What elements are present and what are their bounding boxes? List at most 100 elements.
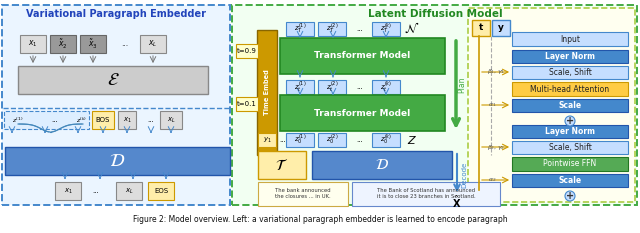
FancyBboxPatch shape — [512, 50, 628, 63]
Text: t: t — [479, 24, 483, 32]
Text: ...: ... — [52, 117, 58, 123]
FancyBboxPatch shape — [512, 32, 628, 46]
Text: $\mathcal{T}$: $\mathcal{T}$ — [275, 158, 289, 172]
Text: $z_t^{(2)}$: $z_t^{(2)}$ — [326, 79, 339, 95]
FancyBboxPatch shape — [20, 35, 46, 53]
FancyBboxPatch shape — [140, 35, 166, 53]
Text: ...: ... — [356, 137, 364, 143]
Text: $z^{(k)}$: $z^{(k)}$ — [76, 115, 88, 125]
Text: Transformer Model: Transformer Model — [314, 109, 410, 117]
Text: $\alpha_1$: $\alpha_1$ — [488, 101, 496, 109]
Text: $y_1$: $y_1$ — [262, 135, 271, 145]
FancyBboxPatch shape — [160, 111, 182, 129]
Text: $x_1$: $x_1$ — [122, 115, 131, 125]
FancyBboxPatch shape — [280, 38, 445, 74]
FancyBboxPatch shape — [257, 30, 277, 155]
FancyBboxPatch shape — [512, 174, 628, 187]
Text: ...: ... — [148, 117, 154, 123]
FancyBboxPatch shape — [318, 133, 346, 147]
FancyBboxPatch shape — [80, 35, 106, 53]
Text: ...: ... — [122, 40, 129, 48]
Text: The Bank of Scotland has announced: The Bank of Scotland has announced — [377, 188, 475, 192]
Text: Multi-head Attention: Multi-head Attention — [531, 85, 609, 93]
Circle shape — [565, 191, 575, 201]
Text: $z_0^{(k)}$: $z_0^{(k)}$ — [380, 133, 392, 147]
Text: $x_1$: $x_1$ — [28, 39, 38, 49]
Text: Latent Diffusion Model: Latent Diffusion Model — [368, 9, 502, 19]
Text: $z_0^{(2)}$: $z_0^{(2)}$ — [326, 133, 339, 147]
Text: $\beta_1,\gamma_1$: $\beta_1,\gamma_1$ — [487, 68, 505, 76]
FancyBboxPatch shape — [50, 35, 76, 53]
Text: $x_L$: $x_L$ — [125, 186, 133, 195]
Text: +: + — [566, 191, 574, 201]
Text: $\alpha_2$: $\alpha_2$ — [488, 176, 496, 184]
Text: $\beta_2,\gamma_2$: $\beta_2,\gamma_2$ — [487, 143, 505, 151]
Text: $z_T^{(k)}$: $z_T^{(k)}$ — [380, 22, 392, 36]
FancyBboxPatch shape — [4, 111, 89, 129]
Text: ...: ... — [356, 84, 364, 90]
FancyBboxPatch shape — [372, 80, 400, 94]
FancyBboxPatch shape — [148, 182, 174, 200]
FancyBboxPatch shape — [468, 8, 635, 202]
FancyBboxPatch shape — [118, 111, 136, 129]
FancyBboxPatch shape — [312, 151, 452, 179]
Text: $\mathcal{E}$: $\mathcal{E}$ — [107, 71, 120, 89]
FancyBboxPatch shape — [318, 80, 346, 94]
Text: $z_t^{(1)}$: $z_t^{(1)}$ — [294, 79, 307, 95]
Text: Decode: Decode — [461, 162, 467, 188]
FancyBboxPatch shape — [352, 182, 500, 206]
FancyBboxPatch shape — [512, 157, 628, 171]
Text: $\mathcal{D}$: $\mathcal{D}$ — [375, 158, 389, 172]
FancyBboxPatch shape — [372, 22, 400, 36]
FancyBboxPatch shape — [512, 66, 628, 79]
Text: ...: ... — [356, 26, 364, 32]
FancyBboxPatch shape — [318, 22, 346, 36]
FancyBboxPatch shape — [55, 182, 81, 200]
Text: $\tilde{x}_2$: $\tilde{x}_2$ — [58, 38, 68, 51]
Text: ...: ... — [93, 188, 99, 194]
FancyBboxPatch shape — [232, 5, 637, 205]
Text: Time Embed: Time Embed — [264, 70, 270, 115]
Text: Layer Norm: Layer Norm — [545, 127, 595, 136]
FancyBboxPatch shape — [5, 147, 230, 175]
FancyBboxPatch shape — [286, 80, 314, 94]
Text: Pointwise FFN: Pointwise FFN — [543, 160, 596, 168]
Text: t=0.9: t=0.9 — [237, 48, 257, 54]
Text: Scale: Scale — [559, 176, 582, 185]
FancyBboxPatch shape — [492, 20, 510, 36]
FancyBboxPatch shape — [258, 133, 276, 147]
FancyBboxPatch shape — [2, 5, 230, 205]
FancyBboxPatch shape — [512, 82, 628, 96]
FancyBboxPatch shape — [512, 141, 628, 154]
Text: $\tilde{x}_3$: $\tilde{x}_3$ — [88, 38, 98, 51]
Text: Scale, Shift: Scale, Shift — [548, 143, 591, 152]
Text: ...: ... — [280, 137, 286, 143]
Text: it is to close 23 branches in Scotland.: it is to close 23 branches in Scotland. — [377, 195, 476, 199]
FancyBboxPatch shape — [472, 20, 490, 36]
Text: $x_1$: $x_1$ — [63, 186, 72, 195]
Text: Transformer Model: Transformer Model — [314, 51, 410, 61]
Text: Scale, Shift: Scale, Shift — [548, 68, 591, 77]
Text: Layer Norm: Layer Norm — [545, 52, 595, 61]
Circle shape — [565, 116, 575, 126]
FancyBboxPatch shape — [258, 182, 348, 206]
Text: Variational Paragraph Embedder: Variational Paragraph Embedder — [26, 9, 206, 19]
Text: $z_T^{(1)}$: $z_T^{(1)}$ — [294, 22, 307, 36]
Text: Plan: Plan — [458, 77, 467, 93]
FancyBboxPatch shape — [236, 44, 258, 58]
FancyBboxPatch shape — [258, 151, 306, 179]
Text: t=0.1: t=0.1 — [237, 101, 257, 107]
FancyBboxPatch shape — [116, 182, 142, 200]
Text: $\mathcal{N}$: $\mathcal{N}$ — [404, 22, 420, 36]
Text: $Z$: $Z$ — [407, 134, 417, 146]
Text: $z^{(1)}$: $z^{(1)}$ — [12, 115, 23, 125]
Text: the closures ... in UK.: the closures ... in UK. — [275, 195, 331, 199]
Text: y: y — [498, 24, 504, 32]
Text: $x_L$: $x_L$ — [166, 115, 175, 125]
Text: +: + — [566, 116, 574, 126]
FancyBboxPatch shape — [512, 125, 628, 138]
FancyBboxPatch shape — [286, 133, 314, 147]
Text: $\mathcal{D}$: $\mathcal{D}$ — [109, 152, 125, 170]
Text: $z_t^{(k)}$: $z_t^{(k)}$ — [380, 79, 392, 95]
Text: $z_T^{(2)}$: $z_T^{(2)}$ — [326, 22, 339, 36]
